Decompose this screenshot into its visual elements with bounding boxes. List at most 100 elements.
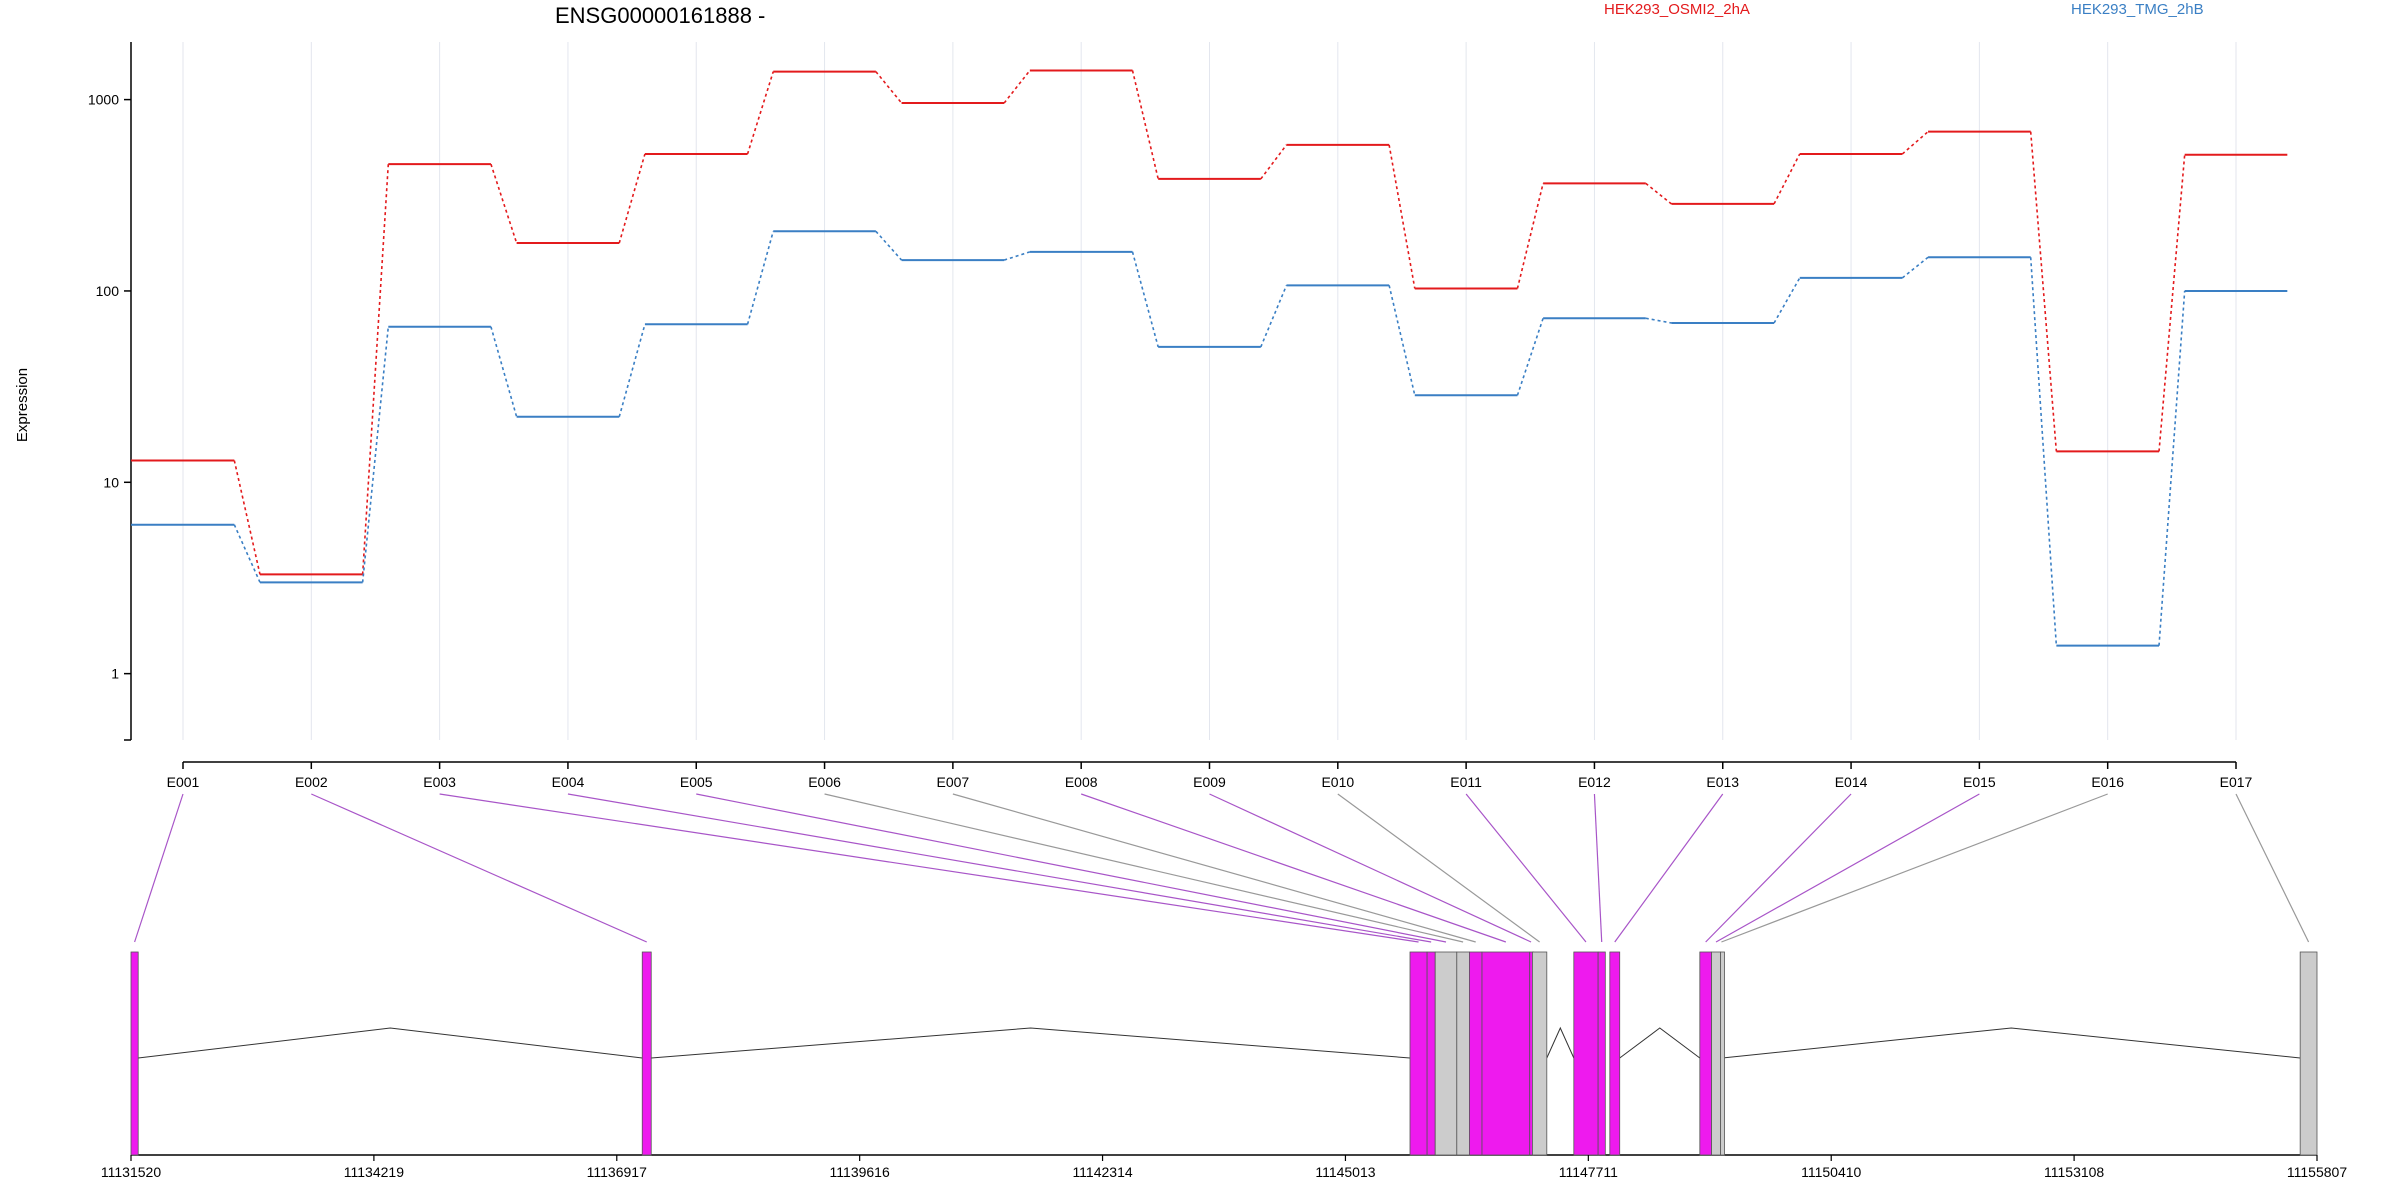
x-tick-label-e015: E015	[1963, 774, 1996, 790]
data-transition	[1388, 144, 1416, 289]
series-layer	[131, 69, 2288, 647]
exon-box-e017	[2299, 951, 2318, 1156]
data-transition	[361, 164, 390, 575]
data-transition	[1003, 251, 1031, 261]
connector-e013	[1614, 793, 1724, 943]
series-tmg	[131, 230, 2288, 647]
data-transition	[1131, 251, 1159, 348]
x-tick-label-e010: E010	[1321, 774, 1354, 790]
x-tick-label-e005: E005	[680, 774, 713, 790]
legend-entry-osmi2: HEK293_OSMI2_2hA	[1604, 1, 1750, 18]
exon-box-e002	[641, 951, 652, 1156]
connector-e001	[134, 793, 184, 943]
axes-layer: 1 10 100 1000 E001 E002 E003 E004 E005 E006 E007 E0…	[88, 42, 2253, 790]
data-transition	[1773, 153, 1801, 205]
x-tick-label-e003: E003	[423, 774, 456, 790]
exon-box-e006	[1456, 951, 1470, 1156]
data-transition	[875, 71, 903, 104]
chart-title: ENSG00000161888 -	[555, 3, 765, 28]
gene-model-layer: 11131520 11134219 11136917 11139616 11142314…	[101, 951, 2347, 1180]
data-transition	[1901, 131, 1929, 155]
exon-box-e007	[1469, 951, 1483, 1156]
exon-box-e005	[1434, 951, 1458, 1156]
exon-box-e001	[130, 951, 139, 1156]
connector-layer	[134, 793, 2310, 943]
connector-e007	[952, 793, 1476, 943]
y-tick-label: 100	[96, 283, 120, 299]
data-transition	[2158, 154, 2186, 452]
coordinate-label: 11145013	[1315, 1164, 1375, 1180]
intron-line	[138, 1027, 643, 1059]
data-transition	[1773, 277, 1801, 324]
series-osmi2	[131, 69, 2288, 576]
connector-e010	[1337, 793, 1540, 943]
data-transition	[1645, 182, 1672, 205]
data-transition	[746, 71, 775, 155]
exon-box-e013	[1609, 951, 1621, 1156]
text-layer: ENSG00000161888 - Expression HEK293_OSMI…	[14, 1, 2204, 442]
connector-e006	[824, 793, 1464, 943]
data-transition	[1260, 144, 1288, 180]
y-tick-label: 1	[111, 666, 119, 682]
exon-box-e003	[1409, 951, 1428, 1156]
connector-e008	[1080, 793, 1507, 943]
exon-box-e012	[1597, 951, 1606, 1156]
exon-box-e004	[1426, 951, 1436, 1156]
connector-e017	[2235, 793, 2310, 943]
connector-e014	[1705, 793, 1852, 943]
x-tick-label-e002: E002	[295, 774, 328, 790]
coordinate-label: 11142314	[1072, 1164, 1132, 1180]
exon-box-e011	[1573, 951, 1599, 1156]
intron-line	[1722, 1027, 2301, 1059]
data-transition	[618, 153, 646, 244]
x-tick-label-e013: E013	[1706, 774, 1739, 790]
data-transition	[490, 326, 518, 417]
data-transition	[2029, 131, 2058, 452]
data-transition	[2158, 290, 2186, 646]
data-transition	[1516, 183, 1544, 289]
data-transition	[746, 231, 775, 325]
coordinate-label: 11155807	[2287, 1164, 2347, 1180]
data-transition	[875, 230, 903, 261]
x-tick-label-e009: E009	[1193, 774, 1226, 790]
data-transition	[1645, 317, 1672, 324]
data-transition	[1388, 285, 1416, 396]
y-tick-label: 10	[103, 474, 119, 490]
data-transition	[1516, 317, 1544, 396]
data-transition	[361, 326, 390, 583]
x-tick-label-e012: E012	[1578, 774, 1611, 790]
data-transition	[233, 460, 261, 575]
data-transition	[2029, 257, 2058, 646]
data-transition	[233, 524, 261, 583]
x-tick-label-e017: E017	[2220, 774, 2253, 790]
exon-box-e014	[1699, 951, 1712, 1156]
connector-e002	[311, 793, 647, 943]
x-tick-label-e008: E008	[1065, 774, 1098, 790]
connector-e015	[1715, 793, 1980, 943]
x-tick-label-e007: E007	[937, 774, 970, 790]
intron-line	[651, 1027, 1411, 1059]
data-transition	[618, 324, 646, 417]
intron-line	[1619, 1027, 1701, 1059]
connector-e005	[696, 793, 1447, 943]
x-tick-label-e006: E006	[808, 774, 841, 790]
x-tick-label-e001: E001	[167, 774, 200, 790]
connector-e003	[439, 793, 1419, 943]
coordinate-label: 11131520	[101, 1164, 161, 1180]
exon-box-e008	[1481, 951, 1531, 1156]
exon-box-e015	[1711, 951, 1721, 1156]
x-tick-label-e011: E011	[1450, 774, 1482, 790]
connector-e004	[567, 793, 1432, 943]
x-tick-label-e014: E014	[1835, 774, 1868, 790]
legend-entry-tmg: HEK293_TMG_2hB	[2071, 1, 2204, 18]
data-transition	[1003, 69, 1031, 104]
exon-box-e010	[1532, 951, 1548, 1156]
coordinate-label: 11136917	[587, 1164, 647, 1180]
x-tick-label-e004: E004	[552, 774, 585, 790]
coordinate-label: 11134219	[344, 1164, 404, 1180]
intron-line	[1546, 1026, 1575, 1059]
coordinate-label: 11147711	[1559, 1164, 1618, 1180]
coordinate-label: 11150410	[1801, 1164, 1861, 1180]
